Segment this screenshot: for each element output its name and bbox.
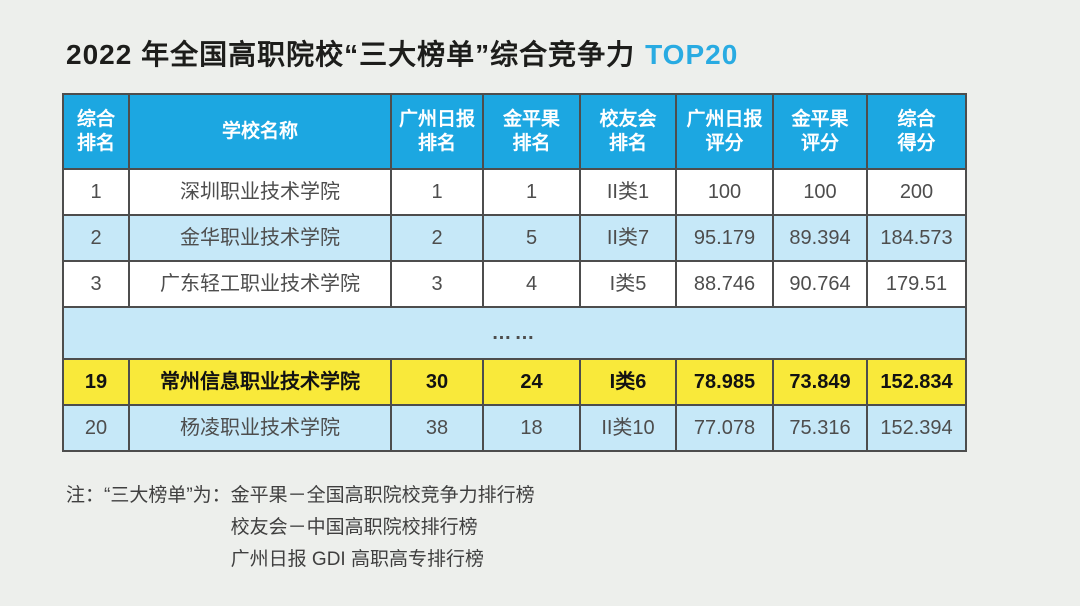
table-cell: 30	[392, 360, 484, 404]
footnote-line: 广州日报 GDI 高职高专排行榜	[230, 549, 484, 570]
table-row: 20 杨凌职业技术学院 38 18 II类10 77.078 75.316 15…	[64, 406, 965, 450]
column-header-gzdaily-rank: 广州日报 排名	[392, 95, 484, 168]
column-header-overall-rank: 综合 排名	[64, 95, 130, 168]
ellipsis-cell: ……	[64, 308, 965, 358]
title-text: 2022 年全国高职院校“三大榜单”综合竞争力	[66, 39, 636, 70]
column-header-jpg-rank: 金平果 排名	[484, 95, 581, 168]
table-cell: II类10	[581, 406, 677, 450]
table-cell: 1	[484, 170, 581, 214]
table-cell: II类1	[581, 170, 677, 214]
table-cell: II类7	[581, 216, 677, 260]
table-cell: 152.394	[868, 406, 965, 450]
table-cell: 18	[484, 406, 581, 450]
table-row: 2 金华职业技术学院 2 5 II类7 95.179 89.394 184.57…	[64, 216, 965, 262]
table-cell: 24	[484, 360, 581, 404]
table-ellipsis-row: ……	[64, 308, 965, 360]
table-cell: 5	[484, 216, 581, 260]
table-cell: I类5	[581, 262, 677, 306]
table-row: 1 深圳职业技术学院 1 1 II类1 100 100 200	[64, 170, 965, 216]
table-cell: 78.985	[677, 360, 774, 404]
table-row: 3 广东轻工职业技术学院 3 4 I类5 88.746 90.764 179.5…	[64, 262, 965, 308]
table-cell: 深圳职业技术学院	[130, 170, 392, 214]
table-cell: 73.849	[774, 360, 868, 404]
table-row-highlighted: 19 常州信息职业技术学院 30 24 I类6 78.985 73.849 15…	[64, 360, 965, 406]
title-highlight: TOP20	[645, 39, 739, 70]
table-cell: I类6	[581, 360, 677, 404]
table-cell: 95.179	[677, 216, 774, 260]
table-header-row: 综合 排名 学校名称 广州日报 排名 金平果 排名 校友会 排名 广州日报 评分…	[64, 95, 965, 170]
table-cell: 100	[677, 170, 774, 214]
table-cell: 20	[64, 406, 130, 450]
footnote-lines: 金平果－全国高职院校竞争力排行榜 校友会－中国高职院校排行榜 广州日报 GDI …	[231, 480, 535, 576]
table-cell: 2	[64, 216, 130, 260]
page-title: 2022 年全国高职院校“三大榜单”综合竞争力 TOP20	[66, 33, 738, 73]
table-cell: 100	[774, 170, 868, 214]
table-cell: 2	[392, 216, 484, 260]
table-cell: 4	[484, 262, 581, 306]
column-header-gzdaily-score: 广州日报 评分	[677, 95, 774, 168]
table-cell: 88.746	[677, 262, 774, 306]
table-cell: 152.834	[868, 360, 965, 404]
table-cell: 184.573	[868, 216, 965, 260]
table-cell: 89.394	[774, 216, 868, 260]
column-header-total-score: 综合 得分	[868, 95, 965, 168]
table-cell: 179.51	[868, 262, 965, 306]
table-cell: 75.316	[774, 406, 868, 450]
table-cell: 3	[64, 262, 130, 306]
column-header-xyh-rank: 校友会 排名	[581, 95, 677, 168]
footnote-line: 校友会－中国高职院校排行榜	[230, 517, 478, 538]
table-cell: 广东轻工职业技术学院	[130, 262, 392, 306]
table-cell: 金华职业技术学院	[130, 216, 392, 260]
table-cell: 3	[392, 262, 484, 306]
ranking-table: 综合 排名 学校名称 广州日报 排名 金平果 排名 校友会 排名 广州日报 评分…	[62, 93, 967, 452]
footnote-prefix: 注：“三大榜单”为：	[66, 485, 231, 506]
table-cell: 常州信息职业技术学院	[130, 360, 392, 404]
column-header-jpg-score: 金平果 评分	[774, 95, 868, 168]
table-cell: 1	[64, 170, 130, 214]
table-cell: 90.764	[774, 262, 868, 306]
footnote: 注：“三大榜单”为： 金平果－全国高职院校竞争力排行榜 校友会－中国高职院校排行…	[66, 480, 535, 576]
table-cell: 200	[868, 170, 965, 214]
table-cell: 1	[392, 170, 484, 214]
column-header-school-name: 学校名称	[130, 95, 392, 168]
table-cell: 杨凌职业技术学院	[130, 406, 392, 450]
table-cell: 38	[392, 406, 484, 450]
table-cell: 77.078	[677, 406, 774, 450]
footnote-line: 金平果－全国高职院校竞争力排行榜	[230, 485, 535, 506]
table-cell: 19	[64, 360, 130, 404]
